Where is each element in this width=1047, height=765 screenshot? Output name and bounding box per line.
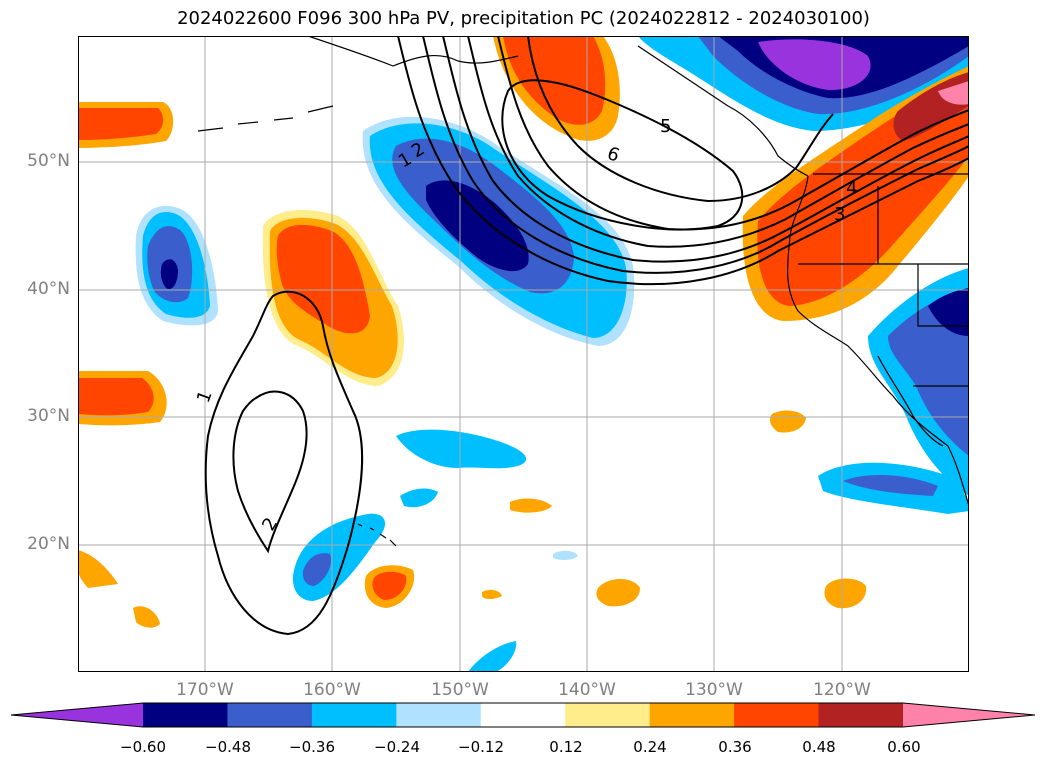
lon-label-170w: 170°W <box>176 680 234 700</box>
border-states <box>798 186 969 327</box>
map-title: 2024022600 F096 300 hPa PV, precipitatio… <box>177 8 870 29</box>
shade-orange-small-4 <box>770 410 806 433</box>
pv-label: 6 <box>604 143 622 167</box>
shade-navy-sw <box>928 288 969 336</box>
pv-contour-2-trough <box>232 390 308 554</box>
colorbar-extend-high <box>903 703 1035 727</box>
shade-pink-westcoast <box>938 81 969 105</box>
shade-orange-west-small <box>133 606 160 628</box>
map-canvas: 1 2 5 6 4 3 1 2 <box>78 36 969 672</box>
shade-darkblue-hawaii <box>302 553 332 586</box>
colorbar-cell <box>227 703 313 727</box>
colorbar-tick-label: 0.12 <box>549 738 583 756</box>
shade-red-hawaii-se <box>372 571 407 600</box>
map-plot-area[interactable]: 1 2 5 6 4 3 1 2 <box>78 36 969 672</box>
colorbar-extend-low <box>11 703 143 727</box>
pv-contour-4-jet <box>467 36 969 248</box>
shade-blue-hawaii-mid <box>400 488 438 508</box>
shade-red-gulf <box>503 36 606 125</box>
colorbar-tick-label: 0.48 <box>802 738 836 756</box>
pv-contour-6-ridge <box>527 36 834 203</box>
lat-label-40n: 40°N <box>27 279 70 299</box>
lon-label-140w: 140°W <box>558 680 616 700</box>
colorbar-tick-label: −0.24 <box>374 738 420 756</box>
aleutians <box>197 105 334 132</box>
colorbar-cell <box>480 703 566 727</box>
colorbar-cell <box>818 703 904 727</box>
shade-navy-westpac <box>160 259 178 290</box>
shade-orange-small-2 <box>596 579 640 607</box>
colorbar-tick-label: 0.24 <box>633 738 667 756</box>
pv-contour-1-jet <box>397 36 969 286</box>
colorbar-tick-label: 0.60 <box>887 738 921 756</box>
shade-orange-small-1 <box>510 498 552 513</box>
colorbar-cell <box>734 703 820 727</box>
coastline-alaska <box>307 36 809 177</box>
colorbar-cell <box>311 703 397 727</box>
colorbar-tick-label: 0.36 <box>718 738 752 756</box>
shade-blue-bottom <box>468 641 517 672</box>
pv-label: 5 <box>660 116 671 137</box>
pv-contours <box>204 36 969 636</box>
shade-lightblue-hawaii-south <box>553 550 578 561</box>
colorbar <box>10 702 1036 728</box>
coastline-baja <box>877 355 944 447</box>
lat-label-20n: 20°N <box>27 534 70 554</box>
pv-contour-2-jet <box>422 36 969 274</box>
shade-navy-streak <box>426 180 529 272</box>
colorbar-cell <box>565 703 651 727</box>
colorbar-tick-label: −0.60 <box>120 738 166 756</box>
shade-red-west-mid <box>78 378 154 416</box>
lat-label-30n: 30°N <box>27 406 70 426</box>
graticule <box>78 36 969 672</box>
shade-orange-west-low <box>78 550 118 588</box>
shade-blue-hawaii-east <box>396 429 527 469</box>
colorbar-cell <box>143 703 228 727</box>
shade-orange-small-3 <box>824 578 867 609</box>
precip-shading <box>78 36 969 672</box>
lon-label-160w: 160°W <box>303 680 361 700</box>
shade-red-west-top <box>78 108 164 140</box>
lat-label-50n: 50°N <box>27 151 70 171</box>
pv-label: 3 <box>834 204 845 225</box>
shade-orange-small-5 <box>482 589 502 599</box>
lon-label-150w: 150°W <box>431 680 489 700</box>
colorbar-tick-label: −0.36 <box>289 738 335 756</box>
colorbar-tick-label: −0.48 <box>205 738 251 756</box>
pv-contour-6-loop <box>501 79 744 231</box>
pv-label: 2 <box>258 514 282 534</box>
lon-label-130w: 130°W <box>685 680 743 700</box>
colorbar-tick-label: −0.12 <box>458 738 504 756</box>
shade-darkblue-subtrop-east <box>843 474 938 496</box>
colorbar-cells <box>11 703 1035 727</box>
hawaii-islands <box>357 523 397 547</box>
pv-contour-1-trough <box>204 290 364 636</box>
lon-label-120w: 120°W <box>813 680 871 700</box>
colorbar-cell <box>649 703 735 727</box>
pv-contour-3-jet <box>442 36 969 263</box>
pv-label: 4 <box>846 178 857 199</box>
colorbar-outline <box>10 702 1036 728</box>
shade-red-centralpac <box>276 224 370 334</box>
colorbar-cell <box>396 703 482 727</box>
